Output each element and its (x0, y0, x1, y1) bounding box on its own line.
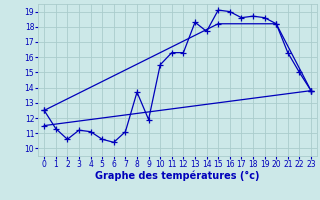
X-axis label: Graphe des températures (°c): Graphe des températures (°c) (95, 171, 260, 181)
